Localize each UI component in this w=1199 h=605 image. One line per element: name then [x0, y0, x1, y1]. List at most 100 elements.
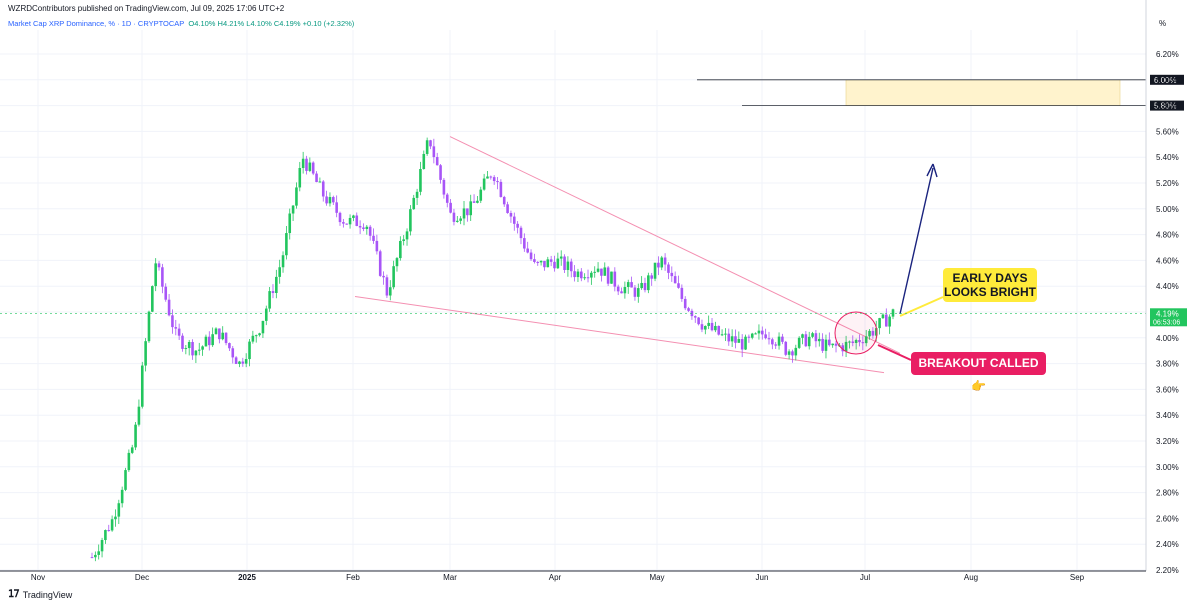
- candle-body: [264, 308, 268, 321]
- candle-body: [419, 169, 422, 192]
- candle-body: [724, 333, 727, 335]
- ohlc-values: O4.10% H4.21% L4.10% C4.19% +0.10 (+2.32…: [188, 19, 355, 28]
- candle-body: [630, 282, 633, 288]
- candle-body: [660, 257, 664, 268]
- candle-body: [218, 328, 221, 340]
- candle-body: [288, 213, 292, 234]
- target-zone-box: [845, 79, 1121, 106]
- candle-body: [603, 267, 607, 276]
- candle-body: [355, 215, 359, 226]
- candle-body: [228, 343, 231, 349]
- candle-body: [325, 196, 328, 204]
- candle-body: [767, 338, 771, 340]
- candle-body: [197, 349, 201, 351]
- candle-body: [714, 325, 717, 331]
- candle-body: [821, 338, 824, 351]
- candle-body: [204, 336, 208, 347]
- candle-body: [864, 336, 868, 344]
- candle-body: [208, 336, 211, 346]
- candle-body: [439, 165, 442, 180]
- time-axis[interactable]: Nov Dec 2025 Feb Mar Apr May Jun Jul Aug Sep: [0, 570, 1146, 582]
- candle-body: [737, 339, 741, 343]
- candle-body: [378, 251, 382, 276]
- candle-body: [275, 276, 278, 293]
- candle-body: [787, 351, 791, 355]
- candle-body: [94, 554, 97, 558]
- candle-body: [100, 540, 104, 552]
- candle-body: [616, 286, 620, 292]
- candle-body: [425, 140, 429, 154]
- candle-body: [318, 181, 322, 183]
- price-tick-label: 3.20%: [1156, 437, 1179, 446]
- candle-body: [258, 333, 261, 336]
- symbol-name[interactable]: Market Cap XRP Dominance, % · 1D · CRYPT…: [8, 19, 185, 28]
- candle-body: [459, 218, 462, 221]
- candle-body: [720, 334, 724, 336]
- candle-body: [593, 271, 597, 273]
- candle-body: [127, 452, 131, 471]
- zone-price-tag: [1150, 74, 1184, 85]
- candle-body: [435, 157, 439, 166]
- candle-body: [305, 158, 308, 171]
- time-tick-label: Jun: [756, 573, 769, 582]
- candle-body: [499, 181, 503, 197]
- candle-body: [285, 233, 288, 256]
- candle-body: [191, 342, 194, 356]
- candle-body: [509, 213, 513, 217]
- candle-body: [345, 223, 349, 225]
- candle-body: [811, 333, 814, 337]
- candle-body: [187, 342, 191, 349]
- candle-body: [224, 332, 228, 344]
- candle-body: [573, 271, 576, 278]
- candle-body: [177, 328, 181, 336]
- candle-body: [774, 344, 777, 346]
- candle-body: [771, 339, 774, 345]
- candle-body: [251, 335, 255, 342]
- candle-body: [710, 322, 714, 331]
- candle-body: [291, 205, 295, 214]
- candle-body: [506, 204, 509, 214]
- candle-body: [308, 162, 312, 171]
- candle-body: [740, 339, 744, 350]
- candle-body: [409, 209, 412, 232]
- candle-body: [395, 258, 399, 267]
- candle-body: [533, 259, 536, 262]
- candle-body: [117, 503, 121, 517]
- candle-body: [884, 314, 888, 327]
- candle-body: [600, 268, 603, 276]
- candle-body: [368, 226, 372, 236]
- candle-body: [744, 336, 747, 350]
- price-tick-label: 2.80%: [1156, 489, 1179, 498]
- candle-body: [700, 324, 704, 330]
- candle-body: [653, 262, 657, 279]
- price-tick-label: 2.20%: [1156, 566, 1179, 575]
- candle-body: [851, 341, 855, 343]
- annotation-layer: [0, 163, 1146, 361]
- zone-price-tag: [1150, 100, 1184, 111]
- price-tick-label: 4.00%: [1156, 334, 1179, 343]
- footer-brand[interactable]: 𝟣𝟩 TradingView: [8, 589, 72, 600]
- candle-body: [452, 212, 456, 222]
- target-zone: 6.00% 5.80%: [697, 74, 1184, 111]
- candle-body: [234, 357, 238, 364]
- candle-body: [449, 202, 452, 213]
- candle-body: [472, 201, 476, 203]
- price-tick-label: 5.00%: [1156, 205, 1179, 214]
- candle-body: [794, 347, 798, 356]
- candle-body: [469, 201, 473, 216]
- candle-body: [704, 325, 707, 330]
- candle-body: [519, 227, 523, 239]
- price-tick-label: 3.60%: [1156, 385, 1179, 394]
- price-tick-label: 3.80%: [1156, 360, 1179, 369]
- candle-body: [583, 277, 586, 279]
- price-tick-label: 6.20%: [1156, 50, 1179, 59]
- candle-body: [107, 530, 111, 532]
- candle-body: [298, 168, 302, 188]
- price-axis[interactable]: 6.20% 6.00% 5.80% 5.60% 5.40% 5.20% 5.00% 4.80%…: [1145, 0, 1187, 575]
- candle-body: [486, 176, 489, 179]
- candle-body: [754, 333, 757, 335]
- bar-countdown: 06:53:06: [1153, 319, 1180, 326]
- upper-trendline: [449, 136, 901, 354]
- candle-body: [546, 259, 550, 268]
